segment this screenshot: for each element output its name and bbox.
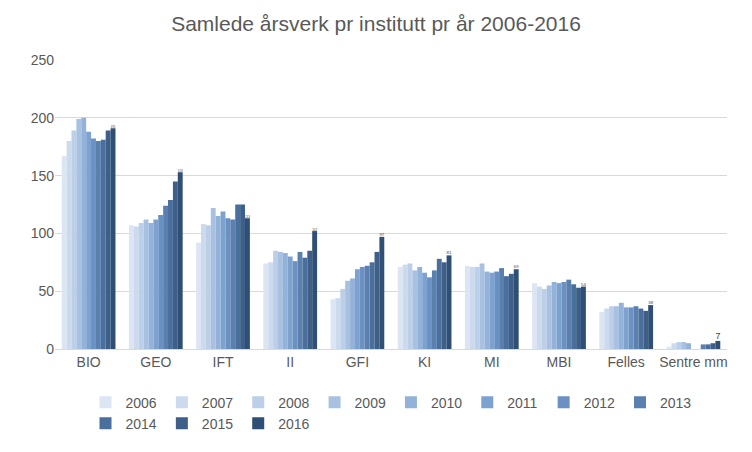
svg-text:IFT: IFT <box>213 354 234 370</box>
svg-text:97: 97 <box>379 232 384 237</box>
svg-text:2011: 2011 <box>507 395 537 411</box>
svg-text:50: 50 <box>38 283 54 299</box>
svg-text:2010: 2010 <box>431 395 462 411</box>
svg-text:7: 7 <box>715 331 720 341</box>
svg-text:102: 102 <box>312 228 317 232</box>
svg-text:2016: 2016 <box>278 416 309 432</box>
svg-text:81: 81 <box>447 250 452 255</box>
svg-text:250: 250 <box>31 52 55 68</box>
svg-text:GFI: GFI <box>346 354 369 370</box>
svg-text:MI: MI <box>484 354 500 370</box>
svg-text:54: 54 <box>581 282 586 287</box>
svg-text:191: 191 <box>111 125 116 129</box>
svg-text:2013: 2013 <box>660 395 691 411</box>
svg-text:69: 69 <box>514 264 519 269</box>
svg-text:2008: 2008 <box>278 395 309 411</box>
svg-text:38: 38 <box>648 300 653 305</box>
svg-text:2014: 2014 <box>126 416 157 432</box>
svg-text:2009: 2009 <box>355 395 386 411</box>
svg-text:200: 200 <box>31 110 55 126</box>
svg-text:0: 0 <box>46 341 54 357</box>
svg-text:2007: 2007 <box>202 395 233 411</box>
svg-text:153: 153 <box>178 169 183 173</box>
svg-text:Felles: Felles <box>608 354 645 370</box>
svg-text:2006: 2006 <box>126 395 157 411</box>
svg-text:2012: 2012 <box>584 395 615 411</box>
svg-text:150: 150 <box>31 168 55 184</box>
svg-text:II: II <box>286 354 294 370</box>
svg-text:GEO: GEO <box>140 354 171 370</box>
svg-text:KI: KI <box>418 354 431 370</box>
svg-text:Samlede årsverk pr institutt p: Samlede årsverk pr institutt pr år 2006-… <box>171 12 581 35</box>
svg-text:113: 113 <box>245 215 250 219</box>
svg-text:Sentre mm: Sentre mm <box>659 354 727 370</box>
svg-text:2015: 2015 <box>202 416 233 432</box>
svg-text:BIO: BIO <box>77 354 101 370</box>
svg-text:100: 100 <box>31 225 55 241</box>
svg-text:MBI: MBI <box>547 354 572 370</box>
